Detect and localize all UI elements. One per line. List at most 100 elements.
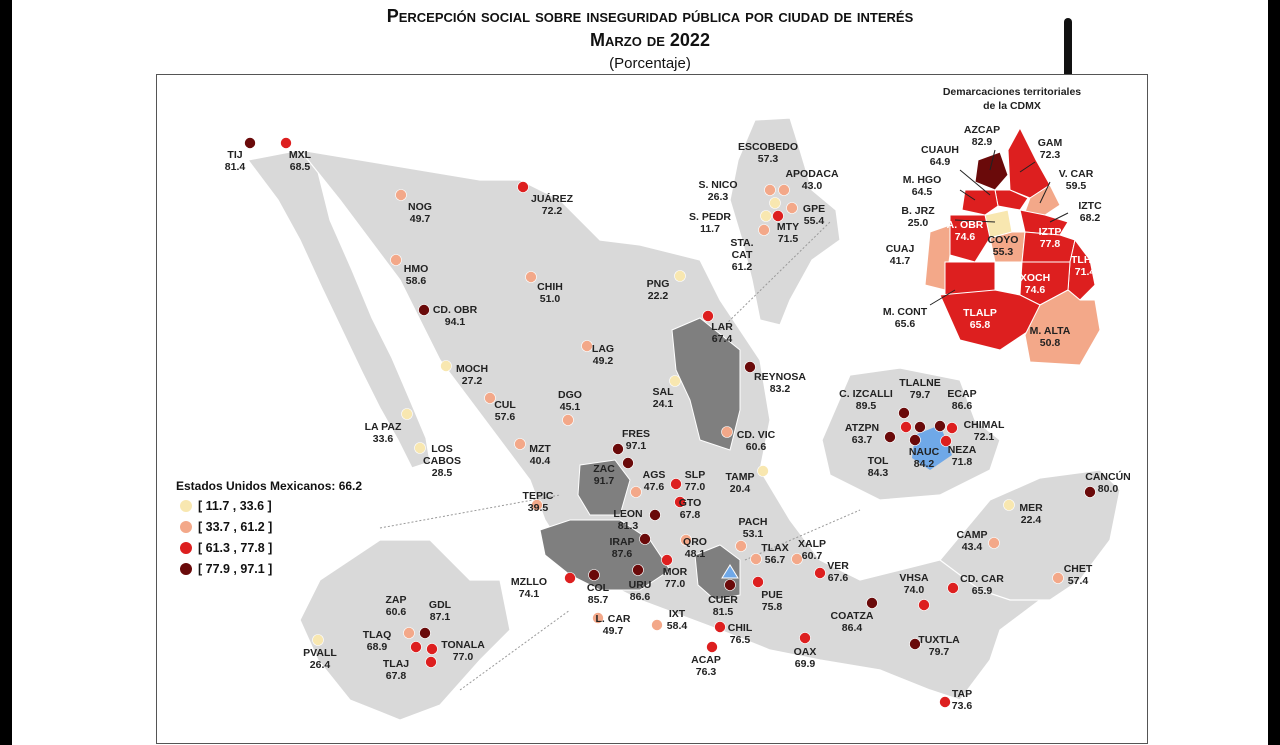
city-moch-value: 27.2: [462, 375, 483, 387]
cdmx-vcar: [1024, 184, 1061, 216]
cdmx-iztp-label: IZTP: [1039, 226, 1062, 238]
city-tuxtla-marker: [909, 638, 921, 650]
city-tij-marker: [244, 137, 256, 149]
metro-neza-marker: [940, 435, 952, 447]
gdl-pvall-value: 26.4: [310, 659, 331, 671]
city-cuer-label: CUER: [708, 594, 738, 606]
metro-tol-value: 84.3: [868, 467, 889, 479]
cdmx-tlhc-label: TLHC: [1071, 254, 1099, 266]
city-uru-marker: [632, 564, 644, 576]
city-cd-vic-value: 60.6: [746, 441, 767, 453]
city-png-value: 22.2: [648, 290, 669, 302]
city-mor-marker: [661, 554, 673, 566]
city-slp-marker: [670, 478, 682, 490]
city-ixt-value: 58.4: [667, 620, 688, 632]
city-vhsa-marker: [918, 599, 930, 611]
mty-gpe-marker: [786, 202, 798, 214]
gdl-zap-label: ZAP: [386, 594, 407, 606]
cdmx-tlalp-label: TLALP: [963, 307, 997, 319]
cdmx-pointer-bjrz: [954, 219, 996, 223]
city-pach-value: 53.1: [743, 528, 764, 540]
city-gto-label: GTO: [679, 497, 702, 509]
mty-s-nico-value: 26.3: [708, 191, 729, 203]
mty-mty-marker: [772, 210, 784, 222]
legend-title: Estados Unidos Mexicanos: 66.2: [176, 479, 362, 493]
city-camp-label: CAMP: [957, 529, 988, 541]
city-dgo-marker: [562, 414, 574, 426]
city-acap-value: 76.3: [696, 666, 717, 678]
metro-inset-land: [821, 367, 1001, 501]
city-los-cabos-value: 28.5: [432, 467, 453, 479]
city-fres-marker: [612, 443, 624, 455]
city-chet-value: 57.4: [1068, 575, 1089, 587]
monterrey-leader-line: [719, 221, 831, 331]
city-tuxtla-value: 79.7: [929, 646, 950, 658]
gdl-tlaj-marker: [425, 656, 437, 668]
mty-sta-cat-label-1: STA.: [730, 237, 753, 249]
cdmx-cuauh-value: 64.9: [930, 156, 951, 168]
cdmx-m-alta-value: 50.8: [1040, 337, 1061, 349]
city-canc-n-value: 80.0: [1098, 483, 1119, 495]
metro-tol-marker: [884, 431, 896, 443]
legend: Estados Unidos Mexicanos: 66.2 [ 11.7 , 3…: [176, 479, 362, 576]
city-gto-marker: [674, 496, 686, 508]
city-ags-value: 47.6: [644, 481, 665, 493]
cdmx-pointer-azcap: [989, 149, 996, 171]
city-col-value: 85.7: [588, 594, 609, 606]
city-nog-value: 49.7: [410, 213, 431, 225]
city-ver-marker: [814, 567, 826, 579]
mty-s-pedr-marker: [760, 210, 772, 222]
city-mxl-marker: [280, 137, 292, 149]
mty-s-pedr-value: 11.7: [700, 223, 720, 235]
mty-escobedo-marker: [764, 184, 776, 196]
city-pue-value: 75.8: [762, 601, 783, 613]
city-xalp-label: XALP: [798, 538, 826, 550]
city-gto-value: 67.8: [680, 509, 701, 521]
metro-atzpn-value: 63.7: [852, 434, 873, 446]
city-cd-obr-value: 94.1: [445, 316, 466, 328]
city-vhsa-label: VHSA: [899, 572, 929, 584]
city-ver-value: 67.6: [828, 572, 849, 584]
city-leon-value: 81.3: [618, 520, 639, 532]
city-slp-value: 77.0: [685, 481, 706, 493]
legend-label-2: [ 33.7 , 61.2 ]: [198, 520, 272, 534]
city-mzllo-label: MZLLO: [511, 576, 547, 588]
city-sal-marker: [669, 375, 681, 387]
city-zac-value: 91.7: [594, 475, 615, 487]
mty-mty-label: MTY: [777, 221, 799, 233]
cdmx-m-alta-label: M. ALTA: [1030, 325, 1071, 337]
city-chet-label: CHET: [1064, 563, 1093, 575]
legend-swatch-2: [180, 521, 192, 533]
monterrey-inset-land: [729, 117, 841, 326]
city-nog-label: NOG: [408, 201, 432, 213]
legend-swatch-3: [180, 542, 192, 554]
cdmx-iztc-value: 68.2: [1080, 212, 1101, 224]
city-irap-label: IRAP: [609, 536, 634, 548]
cdmx-a-obr-label: A. OBR: [947, 219, 984, 231]
city-ju-rez-label: JUÁREZ: [531, 192, 574, 205]
cdmx-coyo-value: 55.3: [993, 246, 1014, 258]
cdmx-m-cont-label: M. CONT: [883, 306, 928, 318]
metro-inset-blue: [912, 425, 952, 470]
city-la-paz-value: 33.6: [373, 433, 394, 445]
cdmx-mhgo: [961, 189, 999, 216]
cdmx-pointer-cuauh: [959, 169, 991, 196]
city-ver-label: VER: [827, 560, 849, 572]
cdmx-cuaj-value: 41.7: [890, 255, 911, 267]
city-chih-marker: [525, 271, 537, 283]
city-tepic-label: TEPIC: [523, 490, 554, 502]
mty-gpe-value: 55.4: [804, 215, 825, 227]
mty-sta-cat-marker: [758, 224, 770, 236]
city-uru-value: 86.6: [630, 591, 651, 603]
cdmx-iztc-label: IZTC: [1078, 200, 1102, 212]
gdl-zap-marker: [403, 627, 415, 639]
city-l-car-marker: [592, 612, 604, 624]
city-lar-label: LAR: [711, 321, 733, 333]
legend-label-3: [ 61.3 , 77.8 ]: [198, 541, 272, 555]
city-l-car-label: L. CAR: [596, 613, 631, 625]
map-subtitle-unit: (Porcentaje): [609, 55, 691, 72]
city-cuer-marker: [724, 579, 736, 591]
gdl-tonala-marker: [426, 643, 438, 655]
